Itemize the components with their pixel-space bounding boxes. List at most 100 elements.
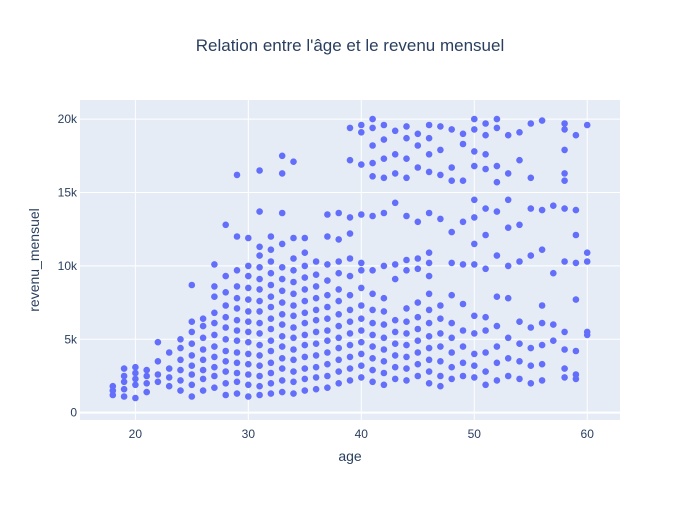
data-point	[188, 362, 196, 370]
data-point	[278, 152, 286, 160]
data-point	[493, 252, 501, 259]
data-point	[267, 369, 275, 377]
data-point	[256, 362, 263, 370]
data-point	[267, 359, 275, 367]
data-point	[233, 305, 241, 312]
data-point	[414, 142, 422, 149]
data-point	[391, 170, 399, 177]
data-point	[527, 380, 535, 387]
data-point	[504, 355, 512, 362]
data-point	[256, 243, 263, 251]
data-point	[493, 377, 501, 384]
data-point	[245, 296, 252, 303]
data-point	[335, 368, 343, 375]
x-tick-label: 60	[581, 427, 595, 441]
data-point	[391, 127, 399, 135]
data-point	[459, 177, 467, 184]
data-point	[278, 343, 286, 350]
data-point	[278, 299, 286, 306]
data-point	[301, 387, 309, 394]
data-point	[482, 151, 489, 158]
data-point	[143, 380, 150, 387]
data-point	[425, 333, 433, 340]
data-point	[143, 372, 150, 380]
data-point	[425, 168, 433, 176]
data-point	[233, 316, 241, 324]
data-point	[380, 121, 388, 129]
data-point	[222, 324, 229, 331]
data-point	[550, 337, 557, 345]
data-point	[380, 308, 388, 315]
data-point	[245, 308, 252, 315]
data-point	[335, 311, 343, 318]
chart-title: Relation entre l'âge et le revenu mensue…	[196, 36, 505, 55]
data-point	[414, 313, 422, 321]
data-point	[222, 358, 229, 365]
data-point	[346, 272, 354, 280]
data-point	[471, 350, 478, 358]
data-point	[358, 121, 365, 129]
data-point	[504, 372, 512, 380]
data-point	[471, 240, 478, 248]
data-point	[380, 209, 388, 217]
data-point	[278, 365, 286, 372]
data-point	[290, 267, 297, 274]
data-point	[572, 347, 580, 355]
data-point	[154, 338, 162, 346]
data-point	[583, 258, 591, 265]
data-point	[583, 249, 591, 256]
data-point	[188, 281, 196, 289]
data-point	[312, 385, 320, 393]
data-point	[301, 234, 309, 242]
data-point	[391, 363, 399, 371]
y-axis-label: revenu_mensuel	[26, 208, 42, 312]
data-point	[335, 380, 343, 387]
data-point	[132, 381, 139, 389]
data-point	[312, 271, 320, 279]
data-point	[437, 215, 444, 223]
data-point	[233, 327, 241, 334]
data-point	[245, 350, 252, 358]
data-point	[358, 129, 365, 136]
data-point	[109, 382, 117, 390]
data-point	[278, 321, 286, 328]
data-point	[177, 377, 184, 384]
data-point	[278, 355, 286, 362]
data-point	[369, 290, 376, 298]
data-point	[222, 368, 229, 375]
data-point	[448, 228, 456, 236]
data-point	[403, 212, 410, 220]
data-point	[335, 286, 343, 293]
data-point	[561, 328, 568, 336]
data-point	[572, 296, 580, 303]
data-point	[380, 155, 388, 162]
data-point	[177, 356, 184, 364]
data-point	[256, 352, 263, 359]
data-point	[516, 156, 523, 164]
data-point	[358, 327, 365, 334]
data-point	[516, 358, 523, 365]
data-point	[335, 269, 343, 277]
data-point	[504, 262, 512, 270]
data-point	[222, 347, 229, 355]
data-point	[233, 283, 241, 290]
data-point	[346, 353, 354, 361]
data-point	[561, 374, 568, 381]
data-point	[358, 374, 365, 381]
data-point	[346, 156, 354, 164]
data-point	[437, 343, 444, 350]
data-point	[245, 360, 252, 368]
data-point	[471, 115, 478, 123]
data-point	[199, 346, 207, 353]
data-point	[324, 337, 331, 345]
data-point	[256, 297, 263, 305]
data-point	[561, 120, 568, 127]
data-point	[120, 365, 128, 372]
data-point	[380, 381, 388, 389]
data-point	[324, 211, 331, 218]
data-point	[312, 352, 320, 359]
data-point	[346, 124, 354, 132]
data-point	[233, 171, 241, 179]
data-point	[222, 313, 229, 321]
data-point	[188, 393, 196, 400]
